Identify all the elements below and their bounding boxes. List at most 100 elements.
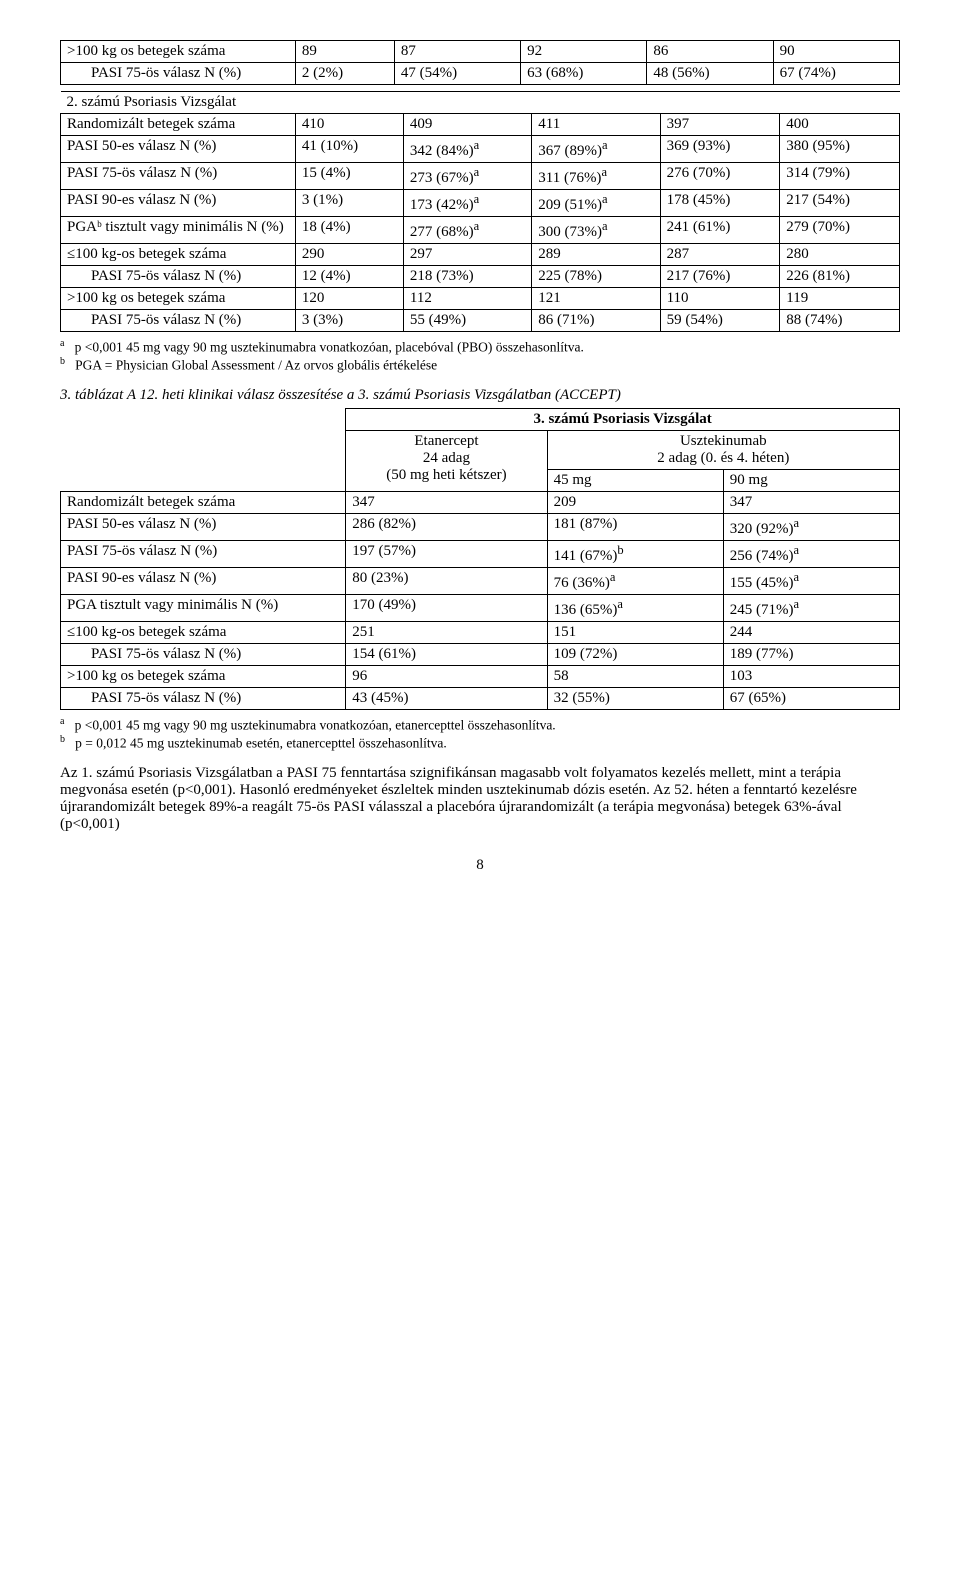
- cell: 55 (49%): [403, 310, 531, 332]
- table3-etan: Etanercept24 adag(50 mg heti kétszer): [346, 431, 547, 492]
- cell: 121: [532, 288, 660, 310]
- cell: 178 (45%): [660, 190, 780, 217]
- table2-header: 2. számú Psoriasis Vizsgálat: [61, 92, 900, 114]
- cell: 342 (84%)a: [403, 136, 531, 163]
- cell: 58: [547, 666, 723, 688]
- cell: 400: [780, 114, 900, 136]
- cell: 103: [723, 666, 899, 688]
- cell: 286 (82%): [346, 514, 547, 541]
- cell: 300 (73%)a: [532, 217, 660, 244]
- cell: 314 (79%): [780, 163, 900, 190]
- row-label: Randomizált betegek száma: [61, 114, 296, 136]
- cell: 112: [403, 288, 531, 310]
- cell: 209: [547, 492, 723, 514]
- cell: 244: [723, 622, 899, 644]
- cell: 251: [346, 622, 547, 644]
- cell: 109 (72%): [547, 644, 723, 666]
- cell: 347: [346, 492, 547, 514]
- footnote2-b: p = 0,012 45 mg usztekinumab esetén, eta…: [75, 735, 447, 750]
- table3: 3. számú Psoriasis Vizsgálat Etanercept2…: [60, 408, 900, 710]
- body-paragraph: Az 1. számú Psoriasis Vizsgálatban a PAS…: [60, 765, 900, 833]
- cell: 397: [660, 114, 780, 136]
- cell: 67 (65%): [723, 688, 899, 710]
- page-number: 8: [60, 857, 900, 874]
- footnote1-a: p <0,001 45 mg vagy 90 mg usztekinumabra…: [75, 340, 584, 355]
- cell: 86 (71%): [532, 310, 660, 332]
- cell: 92: [521, 41, 647, 63]
- cell: 2 (2%): [295, 63, 394, 85]
- cell: 63 (68%): [521, 63, 647, 85]
- cell: 43 (45%): [346, 688, 547, 710]
- row-label: PASI 75-ös válasz N (%): [61, 63, 296, 85]
- cell: 287: [660, 244, 780, 266]
- footnote1: a p <0,001 45 mg vagy 90 mg usztekinumab…: [60, 338, 900, 373]
- cell: 47 (54%): [394, 63, 520, 85]
- footnote1-b: PGA = Physician Global Assessment / Az o…: [75, 357, 437, 372]
- row-label: PASI 50-es válasz N (%): [61, 136, 296, 163]
- cell: 279 (70%): [780, 217, 900, 244]
- footnote2-a: p <0,001 45 mg vagy 90 mg usztekinumabra…: [75, 718, 556, 733]
- row-label: PASI 75-ös válasz N (%): [61, 310, 296, 332]
- row-label: ≤100 kg-os betegek száma: [61, 244, 296, 266]
- cell: 119: [780, 288, 900, 310]
- cell: 32 (55%): [547, 688, 723, 710]
- cell: 347: [723, 492, 899, 514]
- cell: 197 (57%): [346, 541, 547, 568]
- cell: 67 (74%): [773, 63, 899, 85]
- cell: 226 (81%): [780, 266, 900, 288]
- cell: 151: [547, 622, 723, 644]
- cell: 410: [295, 114, 403, 136]
- table3-uszt: Usztekinumab2 adag (0. és 4. héten): [547, 431, 899, 470]
- cell: 276 (70%): [660, 163, 780, 190]
- cell: 181 (87%): [547, 514, 723, 541]
- cell: 3 (1%): [295, 190, 403, 217]
- cell: 80 (23%): [346, 568, 547, 595]
- cell: 96: [346, 666, 547, 688]
- row-label: PASI 75-ös válasz N (%): [61, 644, 346, 666]
- table3-90: 90 mg: [723, 470, 899, 492]
- table3-h1: 3. számú Psoriasis Vizsgálat: [346, 409, 900, 431]
- footnote2: a p <0,001 45 mg vagy 90 mg usztekinumab…: [60, 716, 900, 751]
- table3-45: 45 mg: [547, 470, 723, 492]
- row-label: PASI 75-ös válasz N (%): [61, 541, 346, 568]
- cell: 277 (68%)a: [403, 217, 531, 244]
- cell: 218 (73%): [403, 266, 531, 288]
- cell: 15 (4%): [295, 163, 403, 190]
- cell: 155 (45%)a: [723, 568, 899, 595]
- row-label: PASI 90-es válasz N (%): [61, 190, 296, 217]
- cell: 245 (71%)a: [723, 595, 899, 622]
- table1: >100 kg os betegek száma8987928690PASI 7…: [60, 40, 900, 85]
- cell: 289: [532, 244, 660, 266]
- cell: 241 (61%): [660, 217, 780, 244]
- row-label: PGAᵇ tisztult vagy minimális N (%): [61, 217, 296, 244]
- cell: 280: [780, 244, 900, 266]
- cell: 217 (76%): [660, 266, 780, 288]
- row-label: PASI 90-es válasz N (%): [61, 568, 346, 595]
- cell: 170 (49%): [346, 595, 547, 622]
- cell: 367 (89%)a: [532, 136, 660, 163]
- row-label: PASI 75-ös válasz N (%): [61, 688, 346, 710]
- cell: 12 (4%): [295, 266, 403, 288]
- cell: 89: [295, 41, 394, 63]
- row-label: Randomizált betegek száma: [61, 492, 346, 514]
- cell: 88 (74%): [780, 310, 900, 332]
- row-label: PASI 50-es válasz N (%): [61, 514, 346, 541]
- cell: 59 (54%): [660, 310, 780, 332]
- row-label: >100 kg os betegek száma: [61, 666, 346, 688]
- cell: 290: [295, 244, 403, 266]
- cell: 86: [647, 41, 773, 63]
- cell: 3 (3%): [295, 310, 403, 332]
- cell: 311 (76%)a: [532, 163, 660, 190]
- cell: 411: [532, 114, 660, 136]
- cell: 154 (61%): [346, 644, 547, 666]
- cell: 209 (51%)a: [532, 190, 660, 217]
- row-label: ≤100 kg-os betegek száma: [61, 622, 346, 644]
- row-label: >100 kg os betegek száma: [61, 288, 296, 310]
- cell: 320 (92%)a: [723, 514, 899, 541]
- cell: 90: [773, 41, 899, 63]
- table2: 2. számú Psoriasis Vizsgálat Randomizált…: [60, 91, 900, 332]
- cell: 380 (95%): [780, 136, 900, 163]
- cell: 217 (54%): [780, 190, 900, 217]
- cell: 297: [403, 244, 531, 266]
- cell: 369 (93%): [660, 136, 780, 163]
